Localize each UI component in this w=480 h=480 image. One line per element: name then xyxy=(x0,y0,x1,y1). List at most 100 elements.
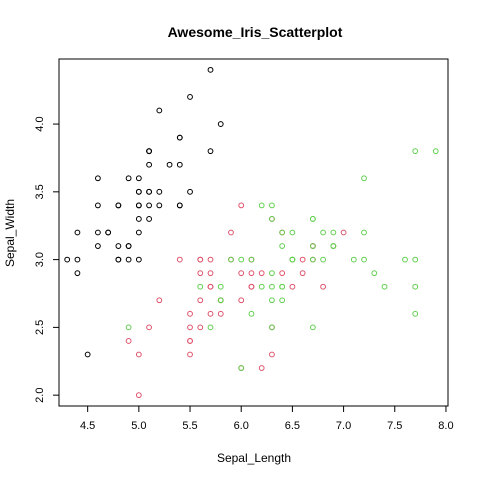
data-point-1 xyxy=(64,256,71,263)
data-point-1 xyxy=(84,351,91,358)
data-point-1 xyxy=(166,161,173,168)
data-point-1 xyxy=(187,94,193,100)
data-point-1 xyxy=(115,256,122,263)
data-point-3 xyxy=(371,270,378,277)
x-tick-label: 4.5 xyxy=(80,420,95,432)
data-point-2 xyxy=(187,324,193,331)
data-points xyxy=(64,66,439,399)
data-point-3 xyxy=(269,202,275,209)
data-point-3 xyxy=(309,324,316,331)
data-point-2 xyxy=(238,202,245,209)
data-point-1 xyxy=(105,229,112,236)
data-point-3 xyxy=(279,283,286,290)
data-point-2 xyxy=(217,310,224,317)
y-tick-label: 2.0 xyxy=(34,388,46,403)
data-point-3 xyxy=(248,310,255,317)
data-point-2 xyxy=(207,256,214,263)
data-point-3 xyxy=(361,229,367,236)
data-point-1 xyxy=(135,256,142,263)
data-point-3 xyxy=(279,229,286,236)
data-point-3 xyxy=(309,216,316,222)
data-point-2 xyxy=(135,392,142,399)
data-point-2 xyxy=(228,229,234,236)
data-point-2 xyxy=(197,324,204,331)
data-point-1 xyxy=(217,121,224,127)
data-point-1 xyxy=(146,188,152,195)
data-point-1 xyxy=(115,202,122,209)
data-point-3 xyxy=(350,256,357,263)
data-point-2 xyxy=(299,270,306,277)
data-point-1 xyxy=(146,148,152,155)
data-point-2 xyxy=(197,297,204,304)
data-point-3 xyxy=(432,148,439,155)
x-tick-label: 7.0 xyxy=(336,420,351,432)
plot-frame xyxy=(58,58,449,407)
data-point-3 xyxy=(269,324,275,331)
x-axis: 4.5 5.0 5.5 6.0 6.5 7.0 7.5 8.0 xyxy=(80,405,454,432)
data-point-2 xyxy=(238,270,245,277)
data-point-2 xyxy=(156,297,163,304)
data-point-3 xyxy=(361,256,367,263)
x-tick-label: 7.5 xyxy=(387,420,402,432)
data-point-3 xyxy=(207,324,214,331)
data-point-1 xyxy=(95,202,101,209)
data-point-3 xyxy=(217,297,224,304)
x-axis-label: Sepal_Length xyxy=(217,451,291,465)
x-tick-label: 5.0 xyxy=(131,420,146,432)
data-point-1 xyxy=(156,188,163,195)
data-point-3 xyxy=(412,310,419,317)
data-point-2 xyxy=(207,310,214,317)
data-point-2 xyxy=(248,270,255,277)
data-point-2 xyxy=(187,338,193,344)
data-point-3 xyxy=(228,256,234,263)
x-tick-label: 6.5 xyxy=(285,420,300,432)
data-point-3 xyxy=(381,283,388,290)
data-point-1 xyxy=(95,229,101,236)
data-point-1 xyxy=(95,243,101,249)
data-point-2 xyxy=(248,283,255,290)
y-tick-label: 2.5 xyxy=(34,320,46,335)
data-point-2 xyxy=(207,283,214,290)
y-tick-label: 4.0 xyxy=(34,116,46,131)
data-point-3 xyxy=(279,243,286,249)
data-point-1 xyxy=(176,161,183,168)
data-point-2 xyxy=(197,256,204,263)
data-point-1 xyxy=(176,134,183,141)
y-axis-label: Sepal_Width xyxy=(3,199,17,267)
data-point-3 xyxy=(269,216,275,222)
data-point-3 xyxy=(402,256,408,263)
data-point-1 xyxy=(146,216,152,222)
data-point-3 xyxy=(238,365,245,371)
data-point-3 xyxy=(361,175,367,182)
data-point-2 xyxy=(258,365,265,371)
data-point-2 xyxy=(289,283,296,290)
data-point-1 xyxy=(176,202,183,209)
data-point-1 xyxy=(135,216,142,222)
data-point-3 xyxy=(309,256,316,263)
data-point-2 xyxy=(320,283,327,290)
data-point-3 xyxy=(269,283,275,290)
data-point-3 xyxy=(125,324,132,331)
data-point-1 xyxy=(74,270,81,277)
data-point-2 xyxy=(258,270,265,277)
data-point-1 xyxy=(125,256,132,263)
y-axis: 2.0 2.5 3.0 3.5 4.0 xyxy=(34,116,60,403)
data-point-1 xyxy=(74,256,81,263)
data-point-3 xyxy=(309,243,316,249)
data-point-3 xyxy=(412,256,419,263)
data-point-1 xyxy=(135,188,142,195)
data-point-3 xyxy=(330,229,337,236)
data-point-1 xyxy=(135,229,142,236)
data-point-2 xyxy=(197,270,204,277)
data-point-1 xyxy=(146,202,152,209)
data-point-2 xyxy=(207,270,214,277)
data-point-3 xyxy=(289,229,296,236)
y-tick-label: 3.5 xyxy=(34,184,46,199)
data-point-1 xyxy=(187,188,193,195)
data-point-2 xyxy=(187,351,193,358)
data-point-1 xyxy=(156,202,163,209)
data-point-3 xyxy=(238,256,245,263)
data-point-3 xyxy=(279,297,286,304)
data-point-1 xyxy=(156,107,163,114)
data-point-3 xyxy=(217,283,224,290)
